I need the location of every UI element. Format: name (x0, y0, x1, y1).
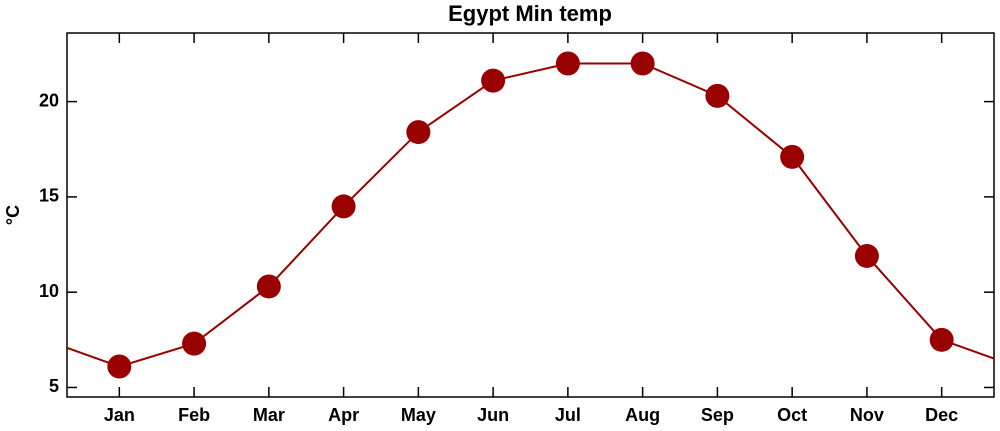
data-point (331, 194, 356, 219)
wrap-line (67, 346, 120, 368)
data-point (705, 83, 730, 108)
data-point (256, 274, 281, 299)
data-point (182, 331, 207, 356)
x-tick-label: May (401, 405, 436, 425)
data-point (780, 144, 805, 169)
y-tick-label: 15 (39, 186, 59, 206)
x-tick-label: Mar (253, 405, 285, 425)
x-tick-label: Feb (178, 405, 210, 425)
x-tick-label: Sep (701, 405, 734, 425)
data-point (854, 243, 879, 268)
x-tick-label: Jul (555, 405, 581, 425)
x-tick-label: Jan (104, 405, 135, 425)
x-tick-label: Jun (477, 405, 509, 425)
x-tick-label: Apr (328, 405, 359, 425)
wrap-line (941, 338, 994, 360)
x-tick-label: Oct (777, 405, 807, 425)
x-tick-label: Nov (850, 405, 884, 425)
y-tick-label: 10 (39, 281, 59, 301)
data-line (119, 62, 943, 368)
data-point (107, 354, 132, 379)
data-point (555, 51, 580, 76)
data-point (406, 120, 431, 145)
chart-title: Egypt Min temp (448, 1, 612, 26)
data-point (481, 68, 506, 93)
data-point (929, 327, 954, 352)
plot-frame (66, 32, 995, 398)
y-axis-label: °C (3, 205, 23, 225)
wrap-lines (67, 338, 994, 368)
y-tick-label: 5 (49, 376, 59, 396)
y-tick-label: 20 (39, 90, 59, 110)
x-tick-label: Aug (625, 405, 660, 425)
data-point (630, 51, 655, 76)
x-tick-label: Dec (925, 405, 958, 425)
